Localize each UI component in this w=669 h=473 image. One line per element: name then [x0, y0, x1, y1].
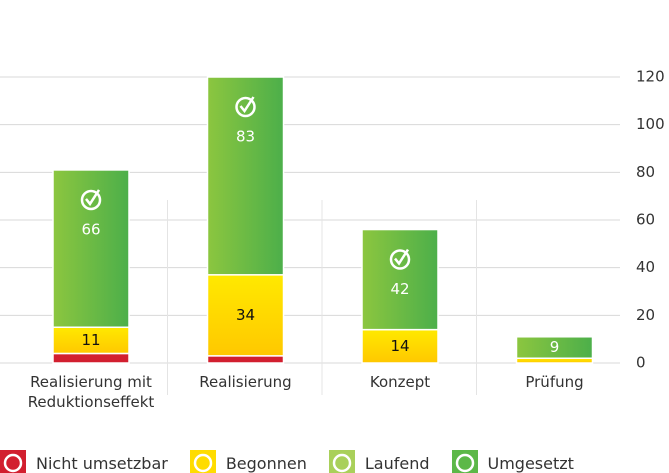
bar-segment — [206, 76, 285, 276]
x-tick-label: Realisierung — [199, 373, 292, 391]
check-icon — [235, 96, 256, 118]
legend: Nicht umsetzbar Begonnen Laufend Umgesetzt — [0, 450, 596, 473]
legend-item: Laufend — [328, 450, 430, 473]
bar-segment — [515, 336, 594, 359]
data-label: 9 — [550, 338, 560, 356]
x-tick-label: Prüfung — [525, 373, 584, 391]
chart: 0204060801001204116633483144229 — [0, 68, 665, 395]
legend-label: Nicht umsetzbar — [36, 453, 168, 473]
legend-swatch — [189, 450, 216, 473]
legend-swatch — [328, 450, 355, 473]
y-tick-label: 120 — [636, 68, 665, 86]
check-icon — [394, 248, 410, 266]
legend-icon — [332, 453, 352, 473]
data-label: 34 — [236, 306, 255, 324]
legend-item: Umgesetzt — [451, 450, 574, 473]
data-label: 11 — [81, 331, 100, 349]
data-label: 42 — [390, 280, 409, 298]
legend-label: Begonnen — [225, 453, 307, 473]
legend-label: Umgesetzt — [487, 453, 574, 473]
legend-label: Laufend — [364, 453, 430, 473]
legend-icon — [3, 453, 23, 473]
y-tick-label: 100 — [636, 115, 665, 133]
y-tick-label: 0 — [636, 354, 646, 372]
bar-segment — [206, 274, 285, 357]
y-tick-label: 80 — [636, 163, 655, 181]
data-label: 14 — [390, 337, 409, 355]
y-tick-label: 20 — [636, 306, 655, 324]
x-tick-label: Realisierung mit Reduktionseffekt — [27, 373, 155, 411]
bar-segment — [361, 228, 439, 331]
check-icon — [239, 96, 255, 114]
legend-swatch — [451, 450, 478, 473]
legend-item: Nicht umsetzbar — [0, 450, 168, 473]
legend-icon — [193, 453, 213, 473]
check-icon — [80, 189, 102, 211]
legend-item: Begonnen — [189, 450, 307, 473]
y-tick-label: 40 — [636, 258, 655, 276]
legend-icon — [455, 453, 474, 473]
bar-segment — [361, 328, 439, 364]
data-label: 83 — [236, 128, 255, 146]
legend-swatch — [0, 450, 26, 473]
x-tick-label: Konzept — [369, 373, 431, 391]
data-label: 66 — [81, 220, 100, 238]
check-icon — [85, 189, 101, 207]
y-tick-label: 60 — [636, 211, 655, 229]
check-icon — [389, 249, 411, 270]
bar-segment — [52, 169, 130, 328]
